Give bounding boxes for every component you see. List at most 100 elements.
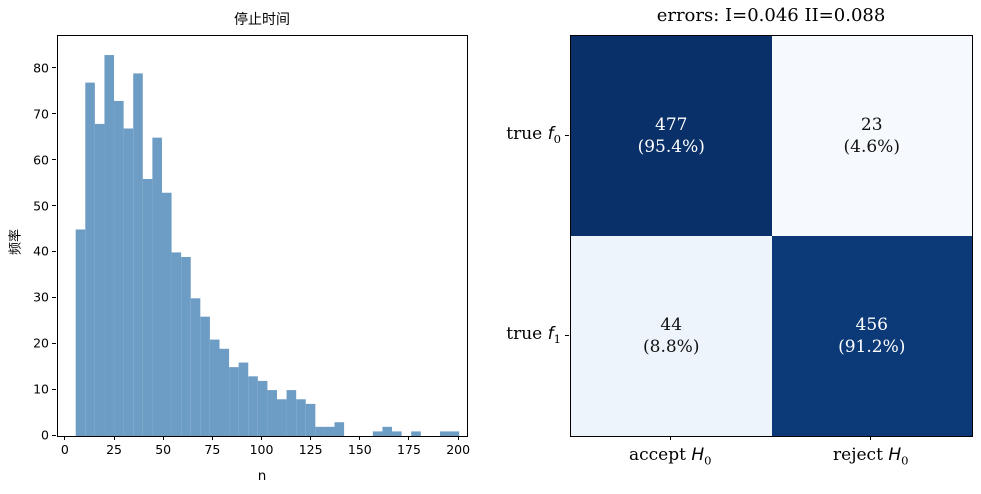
hist-bar — [133, 73, 143, 436]
hist-bar — [296, 399, 306, 436]
hist-bar — [181, 257, 191, 436]
y-tick-label: 80 — [33, 60, 49, 76]
hist-bar — [324, 426, 335, 436]
x-tick-mark — [211, 436, 213, 440]
y-tick-mark — [52, 205, 56, 206]
matrix-col-tick-mark — [669, 436, 671, 440]
matrix-cell: 44 (8.8%) — [571, 236, 772, 436]
y-tick-mark — [52, 67, 56, 69]
x-tick-label: 100 — [249, 442, 274, 457]
matrix-cell: 456 (91.2%) — [771, 236, 972, 436]
matrix-cell: 477 (95.4%) — [571, 36, 772, 236]
hist-bar — [75, 229, 86, 436]
hist-bar — [200, 316, 210, 436]
label-subscript: 0 — [901, 453, 909, 468]
label-symbol: H — [888, 445, 902, 465]
hist-bar — [142, 178, 153, 436]
x-tick-mark — [457, 436, 459, 440]
hist-bar — [219, 348, 230, 436]
y-tick-mark — [52, 250, 56, 252]
x-tick-label: 0 — [60, 442, 69, 457]
hist-bar — [305, 403, 316, 436]
hist-bar — [85, 82, 95, 436]
y-tick-label: 20 — [33, 335, 49, 351]
matrix-row-tick-mark — [565, 134, 569, 136]
cell-count: 477 — [655, 114, 688, 135]
hist-bar — [229, 367, 239, 436]
hist-bar — [382, 426, 393, 436]
hist-bar — [238, 362, 249, 436]
y-tick-mark — [52, 113, 56, 115]
y-tick-label: 30 — [33, 289, 49, 305]
y-tick-mark — [52, 342, 56, 344]
y-axis-label: 频率 — [8, 228, 24, 256]
y-tick-label: 50 — [33, 198, 49, 213]
y-tick-label: 10 — [33, 381, 49, 397]
histogram-title: 停止时间 — [234, 12, 290, 28]
y-tick-label: 0 — [41, 427, 49, 443]
y-tick-label: 70 — [33, 106, 49, 122]
cell-count: 44 — [660, 314, 683, 335]
label-subscript: 0 — [553, 132, 561, 147]
hist-bar — [114, 100, 124, 436]
cell-percent: (91.2%) — [838, 337, 906, 357]
histogram-plot-area — [57, 35, 468, 437]
hist-bar — [277, 399, 287, 436]
x-tick-mark — [261, 436, 262, 440]
label-text: reject — [833, 445, 889, 465]
hist-bar — [104, 55, 115, 436]
x-axis-label: n — [257, 468, 267, 484]
histogram-bars — [75, 55, 460, 436]
x-tick-mark — [310, 436, 312, 440]
hist-bar — [392, 431, 402, 436]
hist-bar — [439, 431, 450, 436]
cell-percent: (8.8%) — [643, 337, 700, 357]
label-symbol: f — [547, 123, 554, 144]
hist-bar — [334, 422, 345, 436]
x-tick-mark — [162, 436, 164, 440]
y-tick-mark — [52, 388, 56, 390]
label-subscript: 0 — [704, 453, 712, 468]
label-symbol: H — [691, 445, 705, 465]
x-tick-label: 175 — [397, 442, 421, 457]
y-tick-mark — [52, 159, 56, 161]
x-tick-label: 150 — [347, 442, 372, 457]
y-tick-mark — [52, 434, 56, 436]
x-tick-label: 125 — [298, 442, 323, 457]
label-text: accept — [628, 445, 692, 465]
hist-bar — [152, 137, 162, 436]
x-tick-mark — [408, 436, 410, 440]
cell-count: 456 — [855, 314, 888, 335]
cell-percent: (4.6%) — [843, 137, 900, 157]
matrix-plot-area: 477 (95.4%) 23 (4.6%) 44 (8.8%) 456 (91.2%) — [570, 35, 973, 437]
matrix-col-label: reject H0 — [833, 445, 908, 467]
matrix-row-label: true f1 — [506, 324, 561, 346]
x-tick-label: 75 — [204, 442, 221, 457]
hist-bar — [267, 390, 278, 436]
y-tick-label: 40 — [33, 243, 49, 259]
matrix-cell: 23 (4.6%) — [771, 36, 972, 236]
cell-percent: (95.4%) — [637, 137, 705, 157]
hist-bar — [257, 380, 268, 436]
hist-bar — [372, 431, 383, 436]
matrix-row-tick-mark — [565, 334, 569, 336]
cell-count: 23 — [860, 114, 883, 135]
hist-bar — [248, 376, 258, 436]
x-tick-label: 50 — [155, 442, 172, 457]
matrix-row-label: true f0 — [506, 124, 561, 146]
hist-bar — [94, 123, 105, 436]
hist-bar — [286, 390, 297, 436]
x-tick-mark — [359, 436, 361, 440]
hist-bar — [209, 339, 220, 436]
matrix-col-tick-mark — [870, 436, 872, 440]
matrix-title: errors: I=0.046 II=0.088 — [656, 5, 886, 26]
x-tick-mark — [64, 436, 66, 440]
hist-bar — [161, 192, 172, 436]
label-text: true — [506, 323, 548, 344]
x-tick-mark — [113, 436, 115, 440]
hist-bar — [190, 298, 201, 436]
y-tick-label: 60 — [33, 152, 49, 168]
matrix-col-label: accept H0 — [629, 445, 712, 467]
label-text: true — [506, 123, 548, 144]
